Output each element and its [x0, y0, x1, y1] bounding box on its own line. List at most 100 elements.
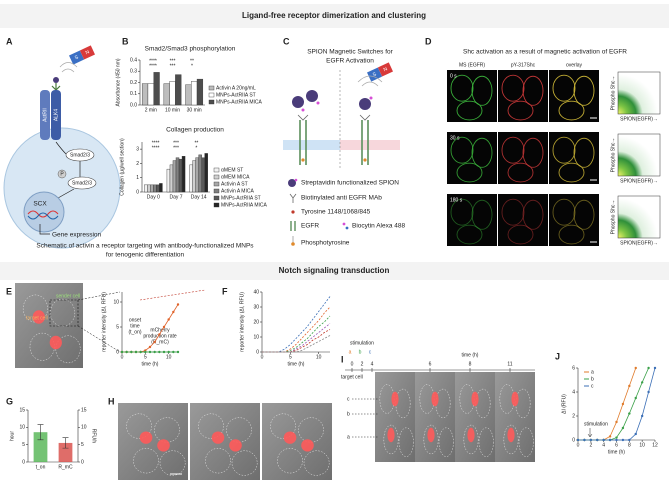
egfr	[299, 120, 369, 165]
legend-swatch	[208, 92, 215, 98]
y-tick-label: 0.4	[130, 57, 137, 63]
x-tick-label: 0	[121, 354, 124, 360]
bar	[198, 154, 202, 193]
micrograph	[495, 372, 535, 462]
output-label: Gene expression	[52, 232, 102, 239]
x-tick-label: t_on	[36, 464, 46, 470]
time-label: 11	[507, 361, 512, 367]
arrow	[57, 188, 75, 199]
magnet-pole	[377, 62, 393, 77]
cell-outline	[395, 388, 411, 419]
biocytin	[369, 96, 373, 100]
chart-title: Smad2/Smad3 phosphorylation	[145, 46, 236, 53]
cell-outline	[450, 74, 474, 102]
zoom-lines	[77, 291, 121, 353]
y-tick-label: 5	[81, 442, 84, 448]
smad-label: Smad2/3	[70, 152, 90, 158]
x-tick-label: 10 min	[165, 107, 180, 113]
nucleus-red	[283, 431, 297, 444]
annotation: stimulation	[584, 421, 608, 427]
panel-c-diagram: S N	[283, 62, 400, 246]
antibody	[297, 114, 371, 121]
phospho-group	[57, 169, 67, 179]
y-axis-title: reporter intensity (ΔI, RFU)	[101, 292, 107, 352]
y-tick-label: 5	[116, 324, 119, 330]
cell-outline	[507, 100, 534, 121]
time-label: 8	[469, 361, 472, 367]
bar	[150, 184, 154, 193]
legend-label: Biocytin Alexa 488	[352, 223, 406, 230]
legend-label: Streptavidin functionalized SPION	[301, 180, 399, 187]
annotation: (R_mC)	[151, 339, 169, 345]
legend-label: Tyrosine 1148/1068/845	[301, 209, 371, 216]
legend-icon	[294, 178, 298, 182]
x-tick-label: 30 min	[187, 107, 202, 113]
smad-label: Smad2/3	[72, 180, 92, 186]
row-label: 30 s	[450, 135, 460, 141]
legend-label: b	[591, 376, 594, 382]
cell-tag: c	[369, 349, 372, 355]
axis-title: SPION(EGFR)→	[620, 240, 658, 246]
y-tick-label: 40	[253, 289, 259, 295]
axis-title: Phospho Shc→	[610, 76, 616, 111]
nanoparticle	[53, 77, 59, 83]
annotation: time	[130, 323, 140, 329]
cell-outline	[573, 199, 595, 230]
legend-label: Phosphotyrosine	[301, 240, 350, 247]
y-tick-label: 0	[572, 437, 575, 443]
zoom-lines	[139, 289, 206, 301]
bar	[58, 442, 73, 462]
significance: ****	[152, 140, 160, 146]
axis-title: time (h)	[462, 352, 479, 358]
panel-label: J	[555, 351, 560, 361]
y-tick-label: 10	[113, 299, 119, 305]
column-header: pY-317Shc	[511, 62, 536, 68]
y-tick-label: 0.1	[130, 91, 137, 97]
legend-icon	[288, 179, 296, 187]
cell-outline	[522, 75, 544, 106]
series-line	[262, 335, 331, 353]
cell-outline	[423, 424, 439, 455]
x-tick-label: 2 min	[145, 107, 157, 113]
time-label: 2	[361, 361, 364, 367]
micrograph	[549, 132, 599, 184]
error-bar	[37, 424, 44, 441]
arrow	[39, 224, 50, 235]
panel-label: G	[6, 396, 13, 406]
legend-label: Biotinylated anti EGFR MAb	[301, 195, 382, 202]
x-tick-label: 0	[577, 442, 580, 448]
nucleus	[23, 191, 65, 233]
bar	[166, 168, 171, 193]
x-tick-label: 10	[316, 354, 322, 360]
x-tick-label: 5	[289, 354, 292, 360]
panel-title: EGFR Activation	[326, 58, 374, 65]
legend-label: αMEM ST	[221, 167, 243, 173]
y-tick-label: 6	[572, 365, 575, 371]
legend-icon	[342, 222, 346, 226]
bar	[201, 157, 205, 193]
field-lines	[357, 75, 383, 87]
axis-title: SPION(EGFR)→	[620, 178, 658, 184]
micrograph	[549, 194, 599, 246]
legend-label: αMEM MICA	[221, 174, 250, 180]
y-tick-label: 10	[19, 425, 25, 431]
bar	[204, 153, 208, 193]
cell-outline	[558, 224, 585, 245]
cell-outline	[456, 100, 483, 121]
bar	[195, 157, 199, 193]
x-tick-label: 6	[615, 442, 618, 448]
bar	[159, 183, 163, 193]
legend-swatch	[208, 99, 215, 105]
x-tick-label: 10	[166, 354, 172, 360]
y-tick-label: 30	[253, 304, 259, 310]
bar	[196, 78, 204, 106]
x-axis-title: time (h)	[142, 361, 159, 367]
nucleus-red	[139, 431, 153, 444]
cell-label: sender cell	[56, 293, 80, 299]
panel-label: A	[6, 36, 13, 46]
series-line	[578, 367, 656, 441]
x-tick-label: 4	[602, 442, 605, 448]
legend-label: a	[591, 369, 594, 375]
panel-label: C	[283, 36, 290, 46]
cell-outline	[450, 198, 474, 226]
